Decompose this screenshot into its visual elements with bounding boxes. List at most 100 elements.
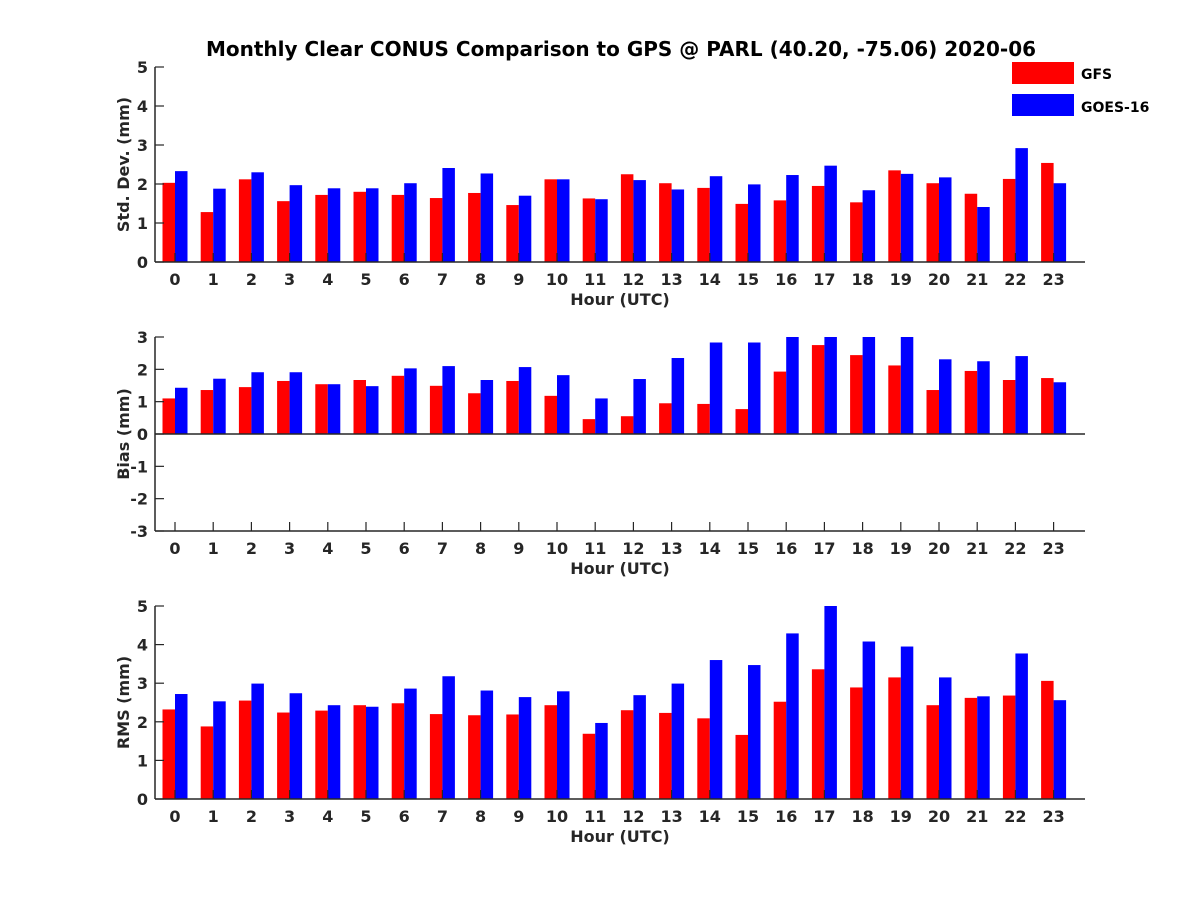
bar-gfs-hour-18	[850, 687, 863, 799]
bar-goes16-hour-6	[404, 688, 417, 799]
x-tick-label: 2	[246, 807, 257, 826]
bar-gfs-hour-4	[315, 710, 328, 799]
bar-goes16-hour-11	[595, 199, 608, 262]
x-tick-label: 5	[360, 270, 371, 289]
legend-swatch-gfs	[1012, 62, 1074, 84]
bar-gfs-hour-3	[277, 201, 290, 262]
x-tick-label: 6	[399, 807, 410, 826]
x-tick-label: 12	[622, 539, 644, 558]
x-tick-label: 23	[1042, 270, 1064, 289]
bar-gfs-hour-4	[315, 384, 328, 434]
bar-gfs-hour-5	[353, 380, 366, 434]
x-tick-label: 0	[169, 807, 180, 826]
x-tick-label: 9	[513, 539, 524, 558]
bar-goes16-hour-23	[1053, 382, 1067, 434]
bar-goes16-hour-5	[366, 386, 379, 434]
y-tick-label: 5	[137, 58, 148, 77]
bar-gfs-hour-20	[926, 705, 939, 799]
bar-goes16-hour-21	[977, 696, 990, 799]
bar-gfs-hour-19	[888, 170, 901, 262]
bar-goes16-hour-13	[671, 358, 685, 434]
bar-goes16-hour-0	[175, 694, 188, 799]
x-axis-label: Hour (UTC)	[570, 559, 670, 578]
bar-goes16-hour-12	[633, 180, 646, 262]
bar-gfs-hour-10	[544, 705, 557, 799]
bar-gfs-hour-7	[429, 714, 443, 799]
bar-gfs-hour-17	[811, 669, 825, 799]
bar-goes16-hour-21	[977, 207, 990, 262]
bar-goes16-hour-5	[366, 706, 379, 799]
bar-goes16-hour-8	[480, 173, 494, 262]
bar-gfs-hour-23	[1041, 162, 1054, 262]
legend-label-goes16: GOES-16	[1081, 100, 1149, 116]
bar-goes16-hour-4	[327, 188, 341, 262]
y-tick-label: 0	[137, 253, 148, 272]
bar-goes16-hour-1	[213, 188, 226, 262]
x-tick-label: 18	[851, 539, 873, 558]
x-tick-label: 14	[699, 539, 721, 558]
x-tick-label: 7	[437, 807, 448, 826]
x-tick-label: 3	[284, 270, 295, 289]
bar-gfs-hour-22	[1002, 178, 1016, 262]
x-tick-label: 23	[1042, 807, 1064, 826]
x-tick-label: 4	[322, 270, 333, 289]
bar-gfs-hour-1	[200, 726, 214, 799]
bar-goes16-hour-15	[748, 184, 761, 262]
bar-gfs-hour-10	[544, 395, 557, 434]
y-tick-label: 0	[137, 790, 148, 809]
x-tick-label: 17	[813, 807, 835, 826]
x-axis-label: Hour (UTC)	[570, 827, 670, 846]
bar-gfs-hour-21	[964, 697, 978, 799]
y-tick-label: 4	[137, 97, 148, 116]
x-tick-label: 18	[851, 807, 873, 826]
x-tick-label: 3	[284, 539, 295, 558]
bar-gfs-hour-7	[429, 198, 443, 262]
x-tick-label: 21	[966, 539, 988, 558]
bar-goes16-hour-12	[633, 379, 646, 434]
bar-gfs-hour-13	[659, 712, 672, 799]
bar-goes16-hour-6	[404, 183, 417, 262]
bar-goes16-hour-22	[1015, 653, 1028, 799]
x-tick-label: 9	[513, 270, 524, 289]
y-axis-label: Std. Dev. (mm)	[114, 97, 133, 232]
x-tick-label: 1	[208, 270, 219, 289]
bar-gfs-hour-4	[315, 194, 328, 262]
bar-gfs-hour-19	[888, 365, 901, 434]
bar-goes16-hour-18	[862, 190, 876, 262]
bar-gfs-hour-2	[238, 387, 252, 434]
x-tick-label: 0	[169, 539, 180, 558]
bar-gfs-hour-0	[162, 709, 175, 799]
bar-gfs-hour-14	[697, 718, 710, 799]
x-tick-label: 8	[475, 807, 486, 826]
y-axis-label: RMS (mm)	[114, 656, 133, 749]
bar-goes16-hour-7	[442, 676, 455, 799]
bar-gfs-hour-13	[659, 183, 672, 262]
bar-gfs-hour-7	[429, 385, 443, 434]
y-tick-label: 1	[137, 214, 148, 233]
bar-gfs-hour-8	[468, 393, 481, 434]
x-tick-label: 20	[928, 270, 950, 289]
bar-goes16-hour-8	[480, 380, 494, 434]
x-tick-label: 18	[851, 270, 873, 289]
bar-goes16-hour-11	[595, 722, 608, 799]
x-tick-label: 21	[966, 807, 988, 826]
bar-goes16-hour-18	[862, 337, 876, 434]
bar-goes16-hour-9	[518, 367, 532, 434]
x-tick-label: 16	[775, 270, 797, 289]
bar-gfs-hour-16	[773, 371, 787, 434]
x-tick-label: 20	[928, 539, 950, 558]
bar-gfs-hour-21	[964, 193, 978, 262]
bar-goes16-hour-9	[518, 697, 532, 799]
bar-gfs-hour-2	[238, 179, 252, 262]
y-tick-label: 5	[137, 597, 148, 616]
x-tick-label: 14	[699, 807, 721, 826]
bar-gfs-hour-16	[773, 200, 787, 262]
bar-goes16-hour-22	[1015, 148, 1028, 262]
y-tick-label: 2	[137, 175, 148, 194]
bar-goes16-hour-3	[289, 185, 303, 262]
bar-goes16-hour-4	[327, 705, 341, 799]
x-tick-label: 15	[737, 539, 759, 558]
y-tick-label: 3	[137, 674, 148, 693]
x-tick-label: 19	[890, 807, 912, 826]
x-tick-label: 19	[890, 539, 912, 558]
